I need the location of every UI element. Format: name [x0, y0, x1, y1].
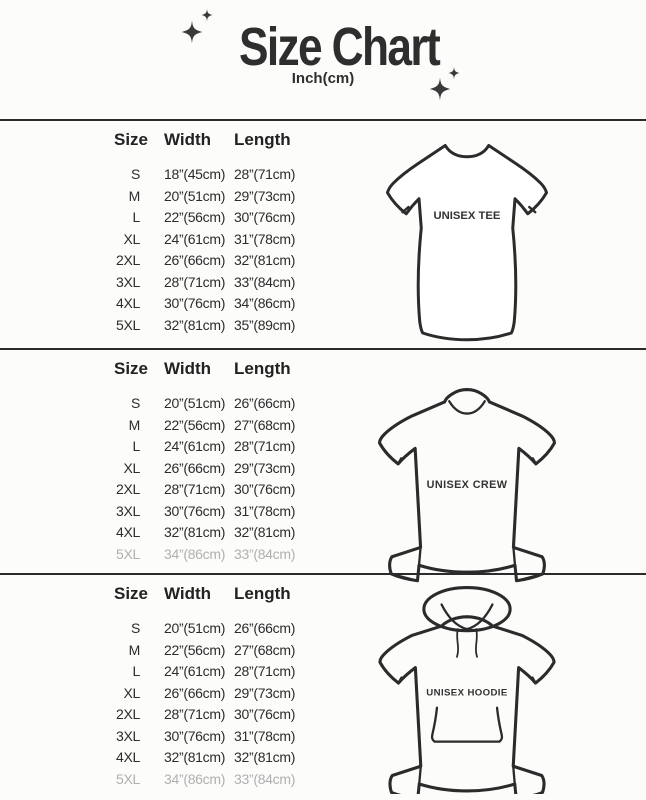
svg-text:UNISEX HOODIE: UNISEX HOODIE: [426, 687, 508, 698]
svg-text:UNISEX TEE: UNISEX TEE: [434, 210, 501, 222]
svg-text:UNISEX CREW: UNISEX CREW: [427, 479, 508, 491]
